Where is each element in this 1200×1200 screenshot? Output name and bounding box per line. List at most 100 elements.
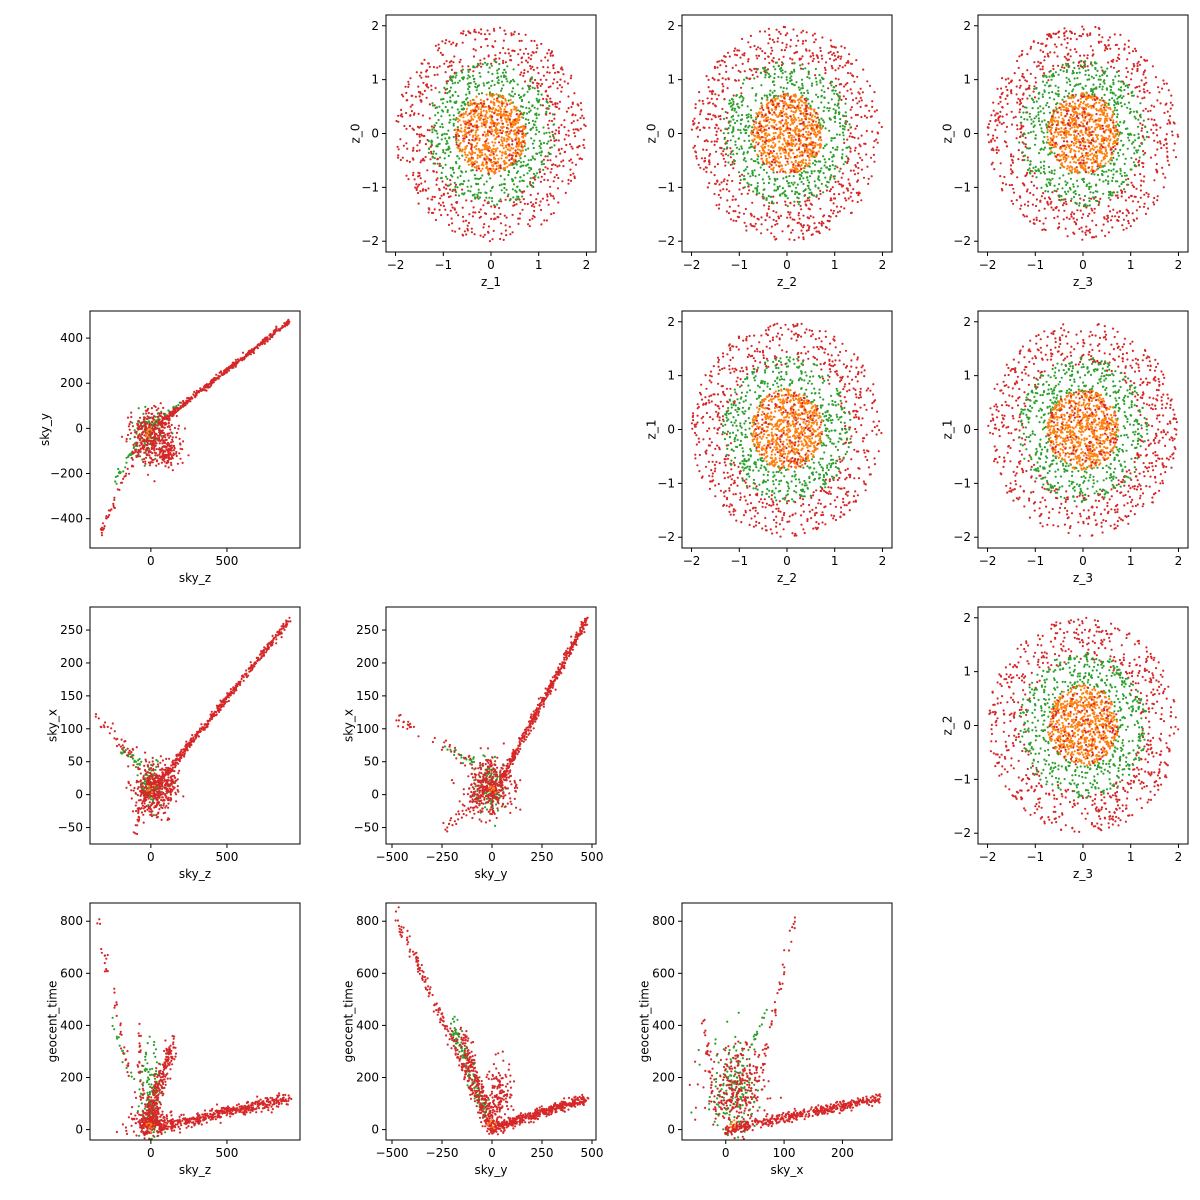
scatter-point [1047, 79, 1050, 82]
scatter-point [784, 93, 788, 96]
scatter-point [714, 126, 717, 130]
scatter-point [491, 45, 494, 48]
scatter-point [793, 204, 796, 207]
scatter-point [436, 111, 440, 114]
scatter-point [991, 161, 994, 164]
scatter-point [734, 140, 737, 143]
scatter-point [755, 68, 759, 71]
scatter-point [512, 151, 515, 154]
scatter-point [765, 198, 768, 201]
scatter-point [516, 148, 520, 151]
scatter-point [848, 135, 851, 138]
scatter-point [421, 114, 425, 117]
scatter-point [991, 137, 995, 140]
scatter-point [418, 149, 421, 152]
scatter-point [1173, 142, 1176, 145]
scatter-point [452, 135, 455, 139]
scatter-point [457, 139, 460, 142]
scatter-point [1169, 101, 1172, 104]
scatter-point [841, 124, 845, 127]
scatter-point [1021, 105, 1025, 108]
scatter-point [786, 131, 790, 135]
scatter-point [727, 161, 730, 164]
scatter-point [823, 121, 826, 124]
scatter-point [708, 159, 711, 162]
scatter-point [505, 216, 508, 219]
scatter-point [712, 102, 715, 105]
scatter-point [1000, 122, 1003, 126]
scatter-point [1029, 220, 1032, 223]
scatter-point [475, 136, 478, 139]
scatter-point [488, 131, 492, 134]
scatter-point [415, 133, 419, 136]
scatter-point [1072, 195, 1076, 199]
scatter-point [447, 148, 450, 151]
scatter-point [467, 141, 470, 145]
scatter-point [513, 92, 517, 96]
scatter-point [790, 119, 793, 122]
scatter-point [484, 191, 487, 194]
scatter-point [767, 140, 771, 143]
scatter-point [828, 107, 831, 110]
scatter-point [844, 64, 847, 67]
scatter-point [422, 81, 425, 84]
scatter-point [806, 75, 809, 79]
scatter-point [1038, 219, 1041, 223]
scatter-point [517, 159, 521, 162]
scatter-point [462, 116, 465, 119]
scatter-point [746, 181, 749, 184]
scatter-point [758, 30, 762, 33]
scatter-point [753, 215, 756, 218]
scatter-point [731, 163, 734, 166]
scatter-point [997, 102, 1000, 105]
scatter-point [1086, 33, 1089, 36]
scatter-point [500, 75, 503, 78]
scatter-point [474, 38, 477, 41]
scatter-point [507, 52, 510, 55]
scatter-point [796, 168, 799, 171]
scatter-point [1123, 162, 1126, 165]
scatter-point [518, 110, 522, 113]
scatter-point [992, 149, 995, 152]
scatter-point [1143, 69, 1147, 72]
scatter-point [406, 147, 409, 150]
scatter-point [553, 117, 556, 120]
scatter-point [765, 162, 768, 166]
scatter-point [858, 192, 861, 195]
scatter-point [815, 230, 818, 233]
scatter-point [420, 62, 423, 65]
y-tick-label: 0 [667, 127, 675, 141]
scatter-point [1126, 106, 1129, 109]
scatter-point [480, 125, 483, 128]
scatter-point [840, 45, 843, 48]
scatter-point [511, 49, 514, 52]
scatter-point [1069, 55, 1072, 58]
scatter-point [450, 64, 453, 67]
scatter-point [772, 171, 775, 174]
scatter-point [1137, 60, 1140, 64]
scatter-point [1015, 199, 1018, 202]
scatter-point [1048, 33, 1051, 36]
scatter-point [1121, 224, 1124, 227]
scatter-point [500, 183, 503, 186]
scatter-point [584, 124, 587, 128]
scatter-point [728, 190, 731, 193]
scatter-point [509, 233, 512, 236]
scatter-point [726, 179, 729, 182]
scatter-point [750, 183, 753, 187]
scatter-point [1106, 214, 1109, 217]
scatter-point [1047, 190, 1050, 193]
scatter-point [736, 119, 739, 122]
scatter-point [759, 47, 762, 50]
scatter-point [492, 156, 496, 159]
scatter-point [507, 116, 510, 119]
scatter-point [815, 111, 818, 114]
scatter-point [1117, 215, 1120, 218]
scatter-point [456, 146, 459, 149]
scatter-point [1071, 72, 1074, 75]
scatter-point [539, 200, 542, 203]
scatter-point [483, 148, 486, 151]
scatter-point [485, 93, 488, 96]
scatter-point [441, 102, 444, 105]
scatter-point [467, 74, 470, 77]
